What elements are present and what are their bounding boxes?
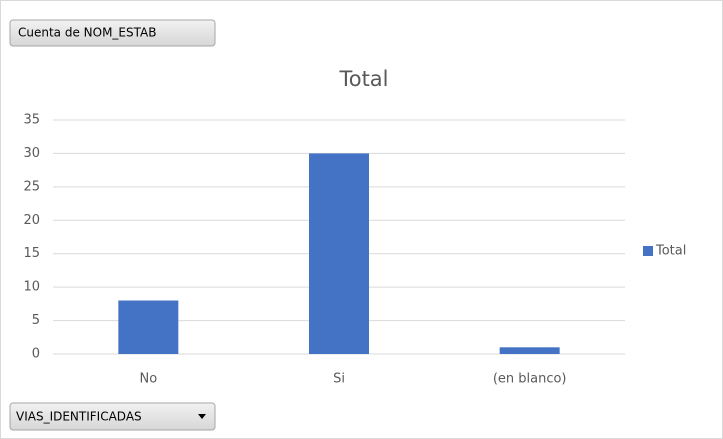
- legend-label: Total: [655, 244, 686, 259]
- y-tick-label: 10: [23, 280, 40, 295]
- button-label[interactable]: Cuenta de NOM_ESTAB: [18, 26, 156, 40]
- chart-title: Total: [338, 67, 388, 91]
- bar: [118, 300, 179, 354]
- axis-field-button[interactable]: VIAS_IDENTIFICADAS: [9, 402, 216, 431]
- y-tick-label: 25: [23, 179, 40, 194]
- x-tick-label: No: [139, 372, 157, 387]
- y-tick-label: 20: [23, 213, 40, 228]
- value-field-button[interactable]: Cuenta de NOM_ESTAB: [9, 19, 216, 47]
- button-label[interactable]: VIAS_IDENTIFICADAS: [16, 410, 142, 424]
- y-tick-label: 30: [23, 146, 40, 161]
- button-background[interactable]: [9, 19, 216, 47]
- dropdown-arrow[interactable]: [198, 414, 206, 419]
- legend-swatch: [643, 246, 653, 256]
- y-tick-label: 0: [32, 347, 40, 362]
- y-tick-label: 15: [23, 246, 40, 261]
- y-tick-label: 35: [23, 113, 40, 128]
- y-tick-label: 5: [32, 313, 40, 328]
- x-tick-label: Si: [333, 372, 345, 387]
- x-tick-label: (en blanco): [493, 372, 567, 387]
- button-background[interactable]: [9, 402, 216, 431]
- bar: [499, 347, 560, 354]
- bar: [309, 153, 369, 354]
